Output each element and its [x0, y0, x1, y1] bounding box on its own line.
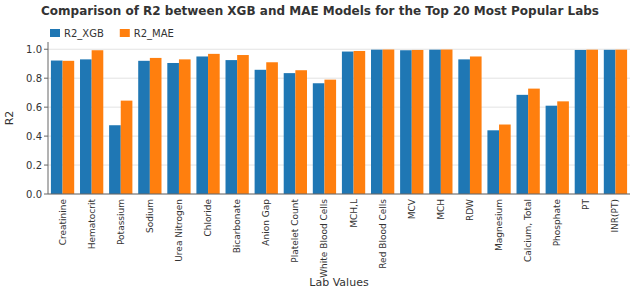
bar [226, 60, 238, 194]
category-label: White Blood Cells [319, 199, 329, 278]
legend-item: R2_MAE [120, 28, 174, 40]
category-label: Potassium [116, 199, 126, 245]
category-label: INR(PT) [610, 199, 620, 233]
bar [150, 58, 162, 194]
x-axis-line [48, 194, 630, 195]
bar [615, 50, 627, 194]
bar [266, 62, 278, 194]
bar [412, 50, 424, 194]
legend: R2_XGB R2_MAE [50, 28, 174, 40]
title: Comparison of R2 between XGB and MAE Mod… [41, 4, 599, 18]
bar [546, 106, 558, 194]
y-axis-line [48, 42, 49, 194]
tick-mark [44, 49, 48, 50]
bar [383, 50, 395, 194]
bar [196, 56, 208, 194]
y-axis-label: R2 [3, 111, 16, 126]
category-label: Platelet Count [290, 199, 300, 263]
x-axis-label: Lab Values [309, 276, 369, 289]
category-label: Red Blood Cells [378, 199, 388, 269]
category-label: Magnesium [494, 199, 504, 251]
grid-line [48, 194, 630, 195]
bar [487, 130, 499, 194]
bar [284, 73, 296, 194]
category-label: Sodium [145, 199, 155, 233]
bar [63, 61, 75, 194]
category-label: Creatinine [58, 199, 68, 246]
bar [255, 70, 267, 194]
tick-label: 0.8 [26, 73, 42, 84]
y-axis: 0.0 0.2 0.4 0.6 0.8 1.0 [26, 44, 630, 200]
legend-swatch [120, 29, 130, 37]
category-label: MCH [436, 199, 446, 220]
bar [604, 50, 616, 194]
bar [80, 59, 92, 194]
bar [92, 50, 104, 194]
bar [354, 51, 366, 194]
bar [295, 70, 307, 194]
legend-swatch [50, 29, 60, 37]
grid-line [48, 136, 630, 137]
bar [51, 61, 63, 194]
legend-item: R2_XGB [50, 28, 104, 40]
bar [324, 80, 336, 194]
bar [342, 52, 354, 194]
bar [429, 50, 441, 194]
tick-label: 0.2 [26, 160, 42, 171]
category-label: Calcium, Total [523, 199, 533, 262]
tick-label: 0.6 [26, 102, 42, 113]
grid-line [48, 165, 630, 166]
category-label: Phosphate [552, 199, 562, 247]
bar [313, 83, 325, 194]
bar [470, 56, 482, 194]
bars [51, 50, 627, 194]
tick-label: 1.0 [26, 44, 42, 55]
category-label: Urea Nitrogen [174, 199, 184, 262]
bar [208, 54, 220, 194]
bar [458, 59, 470, 194]
bar [167, 63, 179, 194]
x-axis: Creatinine Hematocrit Potassium Sodium Urea … [58, 198, 621, 278]
category-label: Bicarbonate [232, 199, 242, 254]
bar [441, 50, 453, 194]
category-label: Anion Gap [261, 199, 271, 246]
category-label: Chloride [203, 199, 213, 237]
grid-line [48, 78, 630, 79]
bar [237, 55, 249, 194]
bar [371, 50, 383, 194]
chart: Comparison of R2 between XGB and MAE Mod… [0, 0, 640, 290]
bar [586, 50, 598, 194]
tick-label: 0.0 [26, 189, 42, 200]
category-label: RDW [465, 199, 475, 221]
bar [400, 50, 412, 194]
tick-mark [44, 194, 48, 195]
bar [138, 61, 150, 194]
tick-mark [44, 107, 48, 108]
category-label: MCH,L [349, 199, 359, 228]
legend-label: R2_MAE [134, 28, 174, 40]
bar [109, 125, 121, 194]
bar [179, 59, 191, 194]
legend-label: R2_XGB [64, 28, 104, 40]
tick-label: 0.4 [26, 131, 42, 142]
tick-mark [44, 78, 48, 79]
category-label: Hematocrit [87, 199, 97, 250]
grid-line [48, 49, 630, 50]
bar [499, 125, 511, 194]
tick-mark [44, 136, 48, 137]
bar [121, 101, 133, 194]
bar [517, 95, 529, 194]
category-label: MCV [407, 198, 417, 219]
bar [557, 101, 569, 194]
grid-line [48, 107, 630, 108]
bar [528, 89, 540, 194]
tick-mark [44, 165, 48, 166]
category-label: PT [581, 199, 591, 210]
bar [575, 50, 587, 194]
